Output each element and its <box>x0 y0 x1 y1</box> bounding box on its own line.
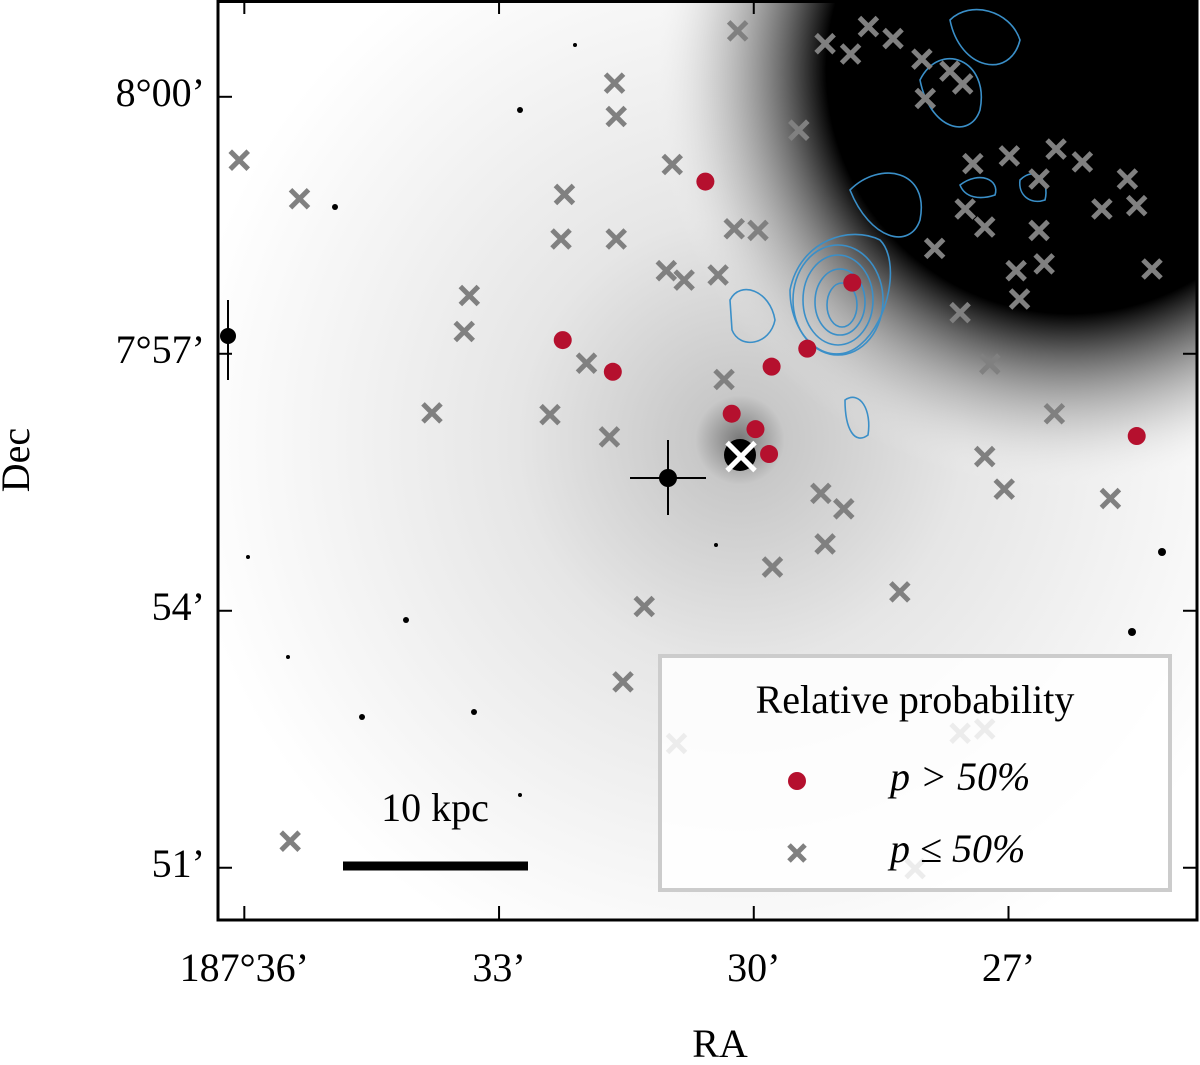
point <box>1071 151 1094 173</box>
point <box>605 105 627 128</box>
point <box>603 72 626 94</box>
point <box>857 15 880 38</box>
point <box>788 119 810 141</box>
point <box>760 445 779 464</box>
legend-title: Relative probability <box>756 677 1075 722</box>
point <box>973 445 996 468</box>
point <box>882 27 904 50</box>
point <box>962 152 984 175</box>
y-axis-label: Dec <box>0 428 38 492</box>
point <box>722 404 741 423</box>
legend-marker <box>788 772 806 790</box>
point <box>726 20 749 42</box>
point <box>696 172 715 191</box>
point <box>1028 168 1050 190</box>
sky-image <box>218 0 1197 920</box>
point <box>843 273 862 292</box>
legend-label: p > 50% <box>887 754 1030 799</box>
point <box>725 440 757 473</box>
point <box>949 301 971 324</box>
point <box>1033 253 1055 275</box>
legend-box <box>658 654 1172 892</box>
y-tick-label: 51’ <box>152 841 205 886</box>
point <box>1043 402 1066 425</box>
point <box>979 353 1001 375</box>
scale-bar-label: 10 kpc <box>381 785 489 830</box>
point <box>798 339 817 358</box>
point <box>575 352 598 374</box>
y-tick-label: 54’ <box>152 584 205 629</box>
legend-marker <box>787 843 807 863</box>
point <box>633 595 656 618</box>
point <box>550 228 572 250</box>
point <box>951 73 974 95</box>
point <box>673 269 695 291</box>
x-tick-label: 27’ <box>982 945 1035 990</box>
point <box>288 187 311 210</box>
point <box>810 482 832 505</box>
point <box>228 149 250 171</box>
point <box>993 478 1016 500</box>
point <box>889 581 911 603</box>
point <box>1127 427 1146 446</box>
point <box>1028 219 1050 242</box>
point <box>279 830 301 852</box>
point <box>598 426 621 448</box>
point <box>603 362 622 381</box>
point <box>839 43 862 65</box>
x-tick-label: 187°36’ <box>180 945 309 990</box>
point <box>814 32 836 55</box>
point <box>661 153 684 176</box>
point <box>1005 259 1027 282</box>
point <box>1141 258 1163 280</box>
point <box>553 183 576 206</box>
point <box>747 219 769 242</box>
plot-frame <box>216 0 1199 922</box>
point <box>1116 168 1139 190</box>
point <box>833 498 855 520</box>
point <box>612 671 634 693</box>
point <box>814 533 836 555</box>
point <box>1045 138 1067 160</box>
point <box>713 368 735 391</box>
x-tick-label: 33’ <box>472 945 525 990</box>
point <box>973 216 996 238</box>
point <box>1008 288 1031 310</box>
point <box>553 331 572 350</box>
point <box>746 420 765 439</box>
point <box>707 264 729 286</box>
point <box>954 198 976 220</box>
point <box>655 259 678 282</box>
x-tick-label: 30’ <box>727 945 780 990</box>
point <box>539 403 561 426</box>
legend-label: p ≤ 50% <box>887 826 1025 871</box>
y-tick-label: 7°57’ <box>116 327 205 372</box>
point <box>421 402 443 424</box>
point <box>1091 198 1113 220</box>
diffraction-spikes <box>227 300 706 515</box>
point <box>458 284 481 307</box>
point <box>762 357 781 376</box>
point <box>1099 487 1122 510</box>
point <box>723 217 746 240</box>
point <box>911 48 933 70</box>
point <box>605 228 627 250</box>
point <box>453 320 476 343</box>
y-tick-label: 8°00’ <box>116 70 205 115</box>
point <box>998 145 1021 167</box>
point <box>914 87 937 110</box>
x-axis-label: RA <box>692 1021 748 1065</box>
point <box>1125 194 1148 217</box>
point <box>761 556 784 578</box>
point <box>923 237 946 260</box>
